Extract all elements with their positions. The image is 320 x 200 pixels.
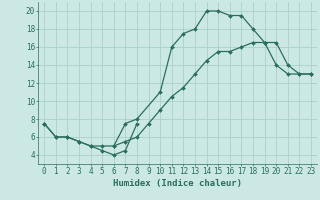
X-axis label: Humidex (Indice chaleur): Humidex (Indice chaleur) bbox=[113, 179, 242, 188]
